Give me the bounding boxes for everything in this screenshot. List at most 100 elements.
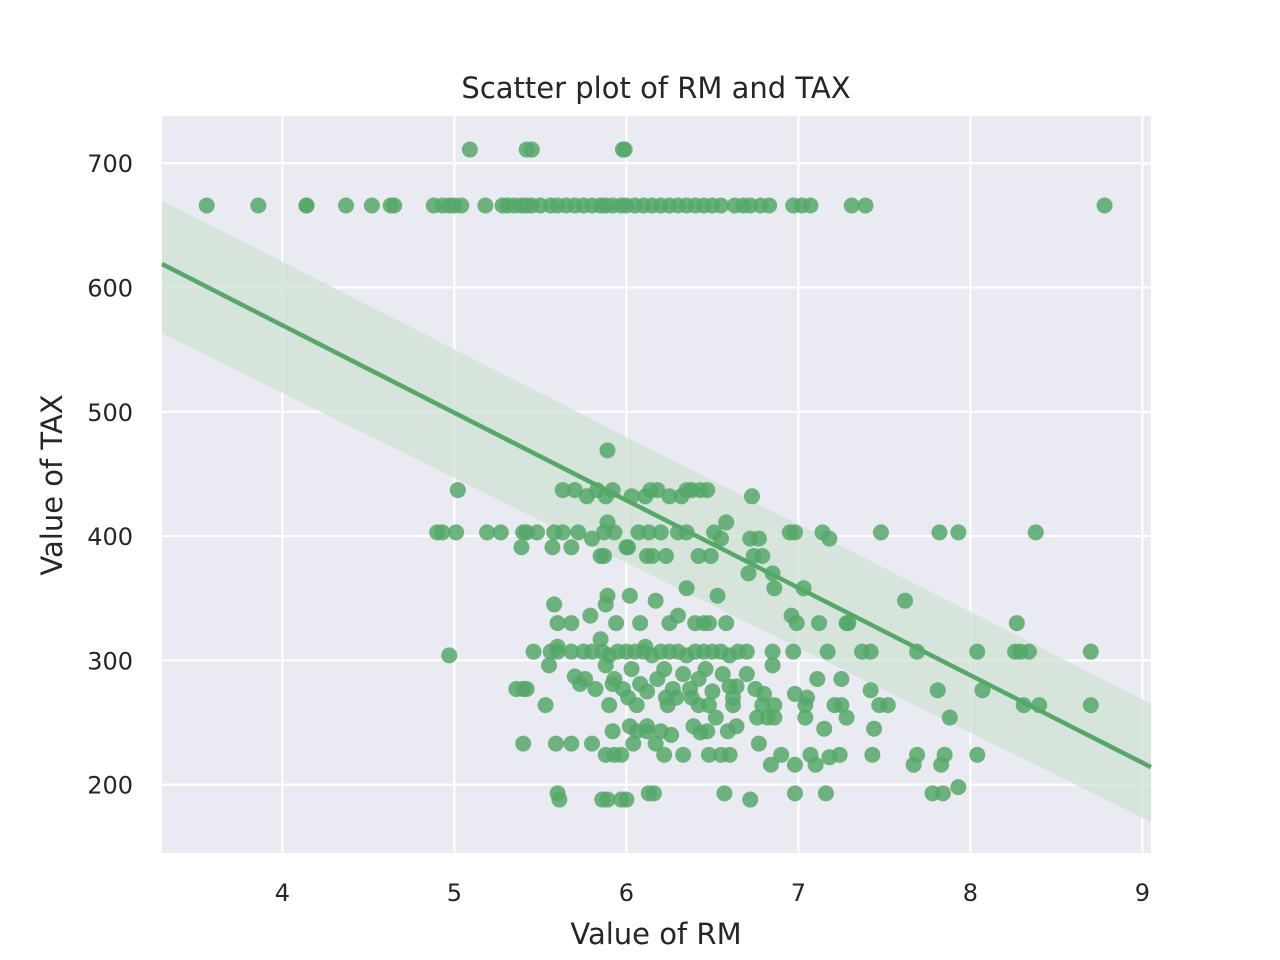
data-point [816,720,833,737]
data-point [566,482,583,499]
data-point [639,723,656,740]
data-point [608,615,625,632]
data-point [659,697,676,714]
data-point [719,723,736,740]
data-point [738,643,755,660]
data-point [623,661,640,678]
data-point [762,756,779,773]
y-tick-label: 300 [87,647,133,675]
data-point [838,709,855,726]
data-point [670,607,686,624]
data-point [616,141,633,158]
data-point [386,197,403,214]
data-point [786,785,803,802]
data-point [934,785,951,802]
data-point [613,746,630,763]
data-point [449,482,466,499]
data-point [652,723,669,740]
data-point [563,643,580,660]
data-point [811,615,828,632]
data-point [866,720,883,737]
data-point [833,671,850,688]
data-point [786,685,803,702]
data-point [745,547,762,564]
data-point [931,524,948,541]
data-point [713,530,729,547]
data-point [661,488,678,505]
data-point [604,723,621,740]
data-point [656,746,673,763]
data-points [198,141,1113,808]
data-point [596,547,613,564]
data-point [809,671,826,688]
data-point [640,524,657,541]
data-point [434,524,451,541]
data-point [492,524,509,541]
data-point [1096,197,1113,214]
data-point [704,683,721,700]
data-point [766,697,783,714]
data-point [250,197,267,214]
data-point [515,735,532,752]
data-point [864,746,881,763]
data-point [537,697,554,714]
data-point [639,547,656,564]
data-point [678,580,695,597]
data-point [802,197,819,214]
data-point [461,141,478,158]
data-point [652,524,669,541]
data-point [477,197,494,214]
data-point [597,657,614,674]
x-tick-labels: 4 5 6 7 8 9 [275,879,1150,907]
data-point [563,615,580,632]
data-point [764,643,781,660]
data-point [625,735,642,752]
data-point [675,746,692,763]
data-point [570,524,587,541]
data-point [941,709,958,726]
data-point [879,697,896,714]
data-point [807,756,824,773]
data-point [582,607,599,624]
data-point [649,482,666,499]
data-point [628,697,645,714]
data-point [766,580,783,597]
data-point [838,615,855,632]
data-point [690,547,707,564]
data-point [750,530,767,547]
data-point [786,756,803,773]
y-tick-labels: 200 300 400 500 600 700 [87,150,133,799]
x-tick-label: 4 [275,879,290,907]
regression-line-path [160,262,1153,770]
y-axis-label: Value of TAX [35,394,69,575]
data-point [743,488,760,505]
data-point [699,723,716,740]
data-point [571,675,588,692]
data-point [298,197,315,214]
data-point [1008,615,1025,632]
y-tick-label: 200 [87,772,133,800]
x-tick-label: 8 [963,879,978,907]
data-point [1027,524,1044,541]
data-point [909,746,926,763]
x-tick-label: 5 [447,879,462,907]
data-point [620,539,637,556]
data-point [797,697,814,714]
data-point [563,539,580,556]
data-point [523,141,540,158]
data-point [518,680,535,697]
data-point [761,197,778,214]
data-point [1020,643,1037,660]
data-point [618,791,635,808]
y-tick-label: 700 [87,150,133,178]
data-point [584,530,600,547]
data-point [974,682,991,699]
data-point [697,661,714,678]
data-point [606,671,623,688]
data-point [700,615,717,632]
data-point [547,735,564,752]
data-point [773,746,790,763]
data-point [700,746,717,763]
data-point [950,779,967,796]
